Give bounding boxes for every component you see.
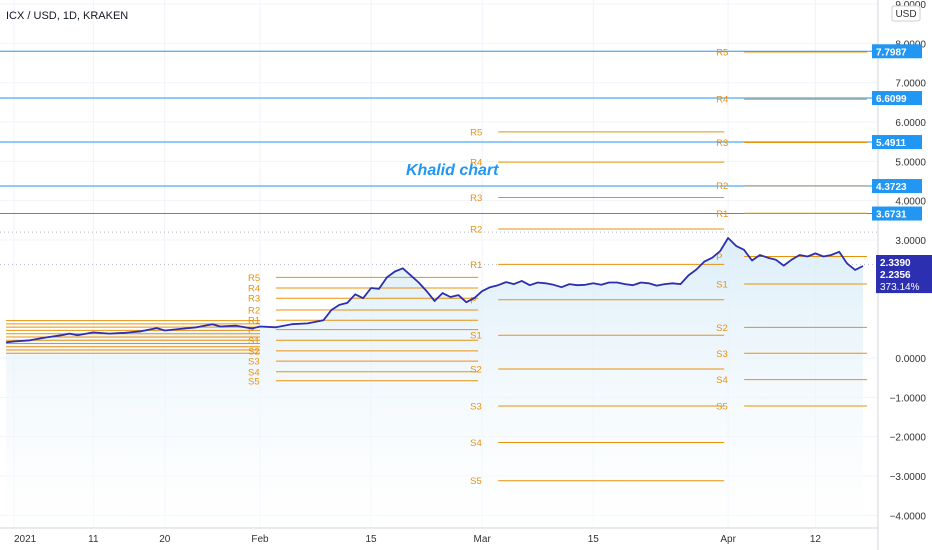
last-price-sub: 373.14%: [880, 282, 920, 293]
x-axis-bg: [0, 528, 878, 550]
pivot-label: R3: [248, 294, 260, 305]
y-tick-label: 0.0000: [895, 354, 926, 365]
y-tick-label: −3.0000: [890, 472, 927, 483]
pivot-label: S4: [470, 438, 482, 449]
annotation-text[interactable]: Khalid chart: [406, 162, 499, 179]
pivot-label: R2: [470, 224, 482, 235]
pivot-label: S5: [716, 401, 728, 412]
chart-title: ICX / USD, 1D, KRAKEN: [6, 10, 128, 22]
pivot-label: R4: [248, 283, 260, 294]
pivot-label: P: [470, 295, 476, 306]
horizontal-line-tag: [872, 91, 922, 106]
pivot-label: R1: [470, 260, 482, 271]
x-tick-label: Mar: [474, 534, 492, 545]
pivot-label: S4: [716, 375, 728, 386]
pivot-label: S1: [248, 336, 260, 347]
last-price-value: 2.3390: [880, 258, 911, 269]
horizontal-line-tag: [872, 206, 922, 221]
pivot-label: R2: [716, 181, 728, 192]
pivot-label: S2: [716, 323, 728, 334]
x-tick-label: 2021: [14, 534, 37, 545]
pivot-label: S2: [470, 365, 482, 376]
pivot-label: R5: [470, 127, 482, 138]
pivot-label: R4: [716, 95, 728, 106]
x-tick-label: 11: [88, 534, 99, 545]
price-tags: 7.79876.60995.49114.37233.67312.3390395.…: [872, 44, 932, 294]
y-tick-label: −1.0000: [890, 393, 927, 404]
pivot-label: P: [248, 325, 254, 336]
price-series[interactable]: [6, 237, 864, 344]
y-tick-label: 6.0000: [895, 118, 926, 129]
pivot-label: R3: [716, 138, 728, 149]
pivot-label: R3: [470, 193, 482, 204]
pivot-label: S1: [470, 331, 482, 342]
pivot-label: S1: [716, 280, 728, 291]
horizontal-line-tag-label: 7.7987: [876, 47, 907, 58]
pivot-label: S3: [716, 349, 728, 360]
horizontal-line-tag: [872, 179, 922, 194]
price-area-fill: [6, 238, 863, 528]
currency-label: USD: [895, 9, 916, 20]
x-tick-label: Apr: [720, 534, 736, 545]
pivot-label: S2: [248, 346, 260, 357]
horizontal-line-tag-label: 5.4911: [876, 138, 906, 149]
price-line[interactable]: [6, 237, 864, 344]
pivot-label: R4: [470, 158, 482, 169]
currency-badge[interactable]: USD: [891, 5, 921, 22]
x-tick-label: 20: [159, 534, 171, 545]
last-price-tag: [876, 267, 932, 294]
pivot-label: S3: [470, 401, 482, 412]
x-axis: 2021 11 20 Feb 15 Mar 15 Apr 12: [0, 527, 878, 550]
pivot-label: S4: [248, 367, 260, 378]
x-tick-label: 12: [810, 534, 822, 545]
horizontal-line-tag-label: 6.6099: [876, 94, 907, 105]
horizontal-line-tag: [872, 135, 922, 150]
pivot-label: R5: [716, 48, 728, 59]
x-tick-label: 15: [366, 534, 378, 545]
horizontal-line-tag-label: 4.3723: [876, 182, 907, 193]
y-tick-label: −2.0000: [890, 433, 927, 444]
x-tick-label: Feb: [251, 534, 269, 545]
pivot-label: R1: [716, 209, 728, 220]
y-tick-label: 3.0000: [895, 236, 926, 247]
y-tick-label: −4.0000: [890, 511, 927, 522]
pivot-label: R5: [248, 273, 260, 284]
price-area: [6, 238, 863, 528]
horizontal-line-tag-label: 3.6731: [876, 210, 907, 221]
pivot-label: S3: [248, 357, 260, 368]
last-price-value: 2.2356: [880, 270, 911, 281]
pivot-label: R1: [248, 316, 260, 327]
y-tick-label: 5.0000: [895, 157, 926, 168]
horizontal-line-tag: [872, 44, 922, 59]
pivot-label: S5: [248, 376, 260, 387]
pivot-label: P: [716, 252, 722, 263]
pivot-label: R2: [248, 306, 260, 317]
x-tick-label: 15: [588, 534, 600, 545]
y-tick-label: 7.0000: [895, 79, 926, 90]
horizontal-lines[interactable]: [0, 50, 878, 215]
y-tick-label: 4.0000: [895, 197, 926, 208]
pivot-label: S5: [470, 476, 482, 487]
